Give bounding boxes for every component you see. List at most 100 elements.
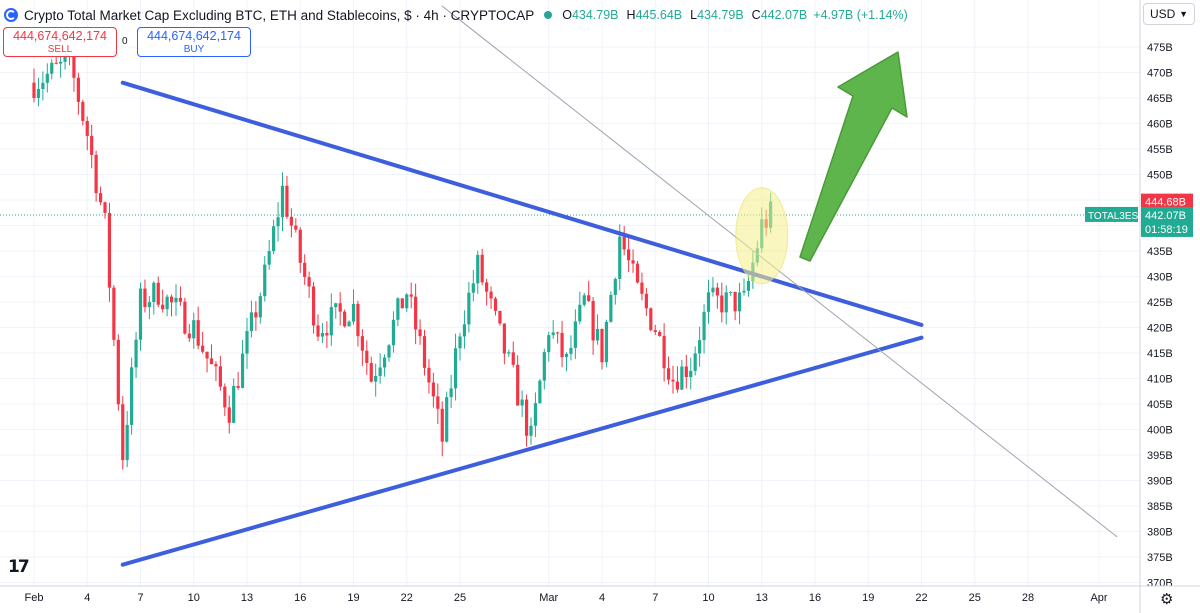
candle — [147, 296, 151, 320]
ohlc-value: 442.07B — [760, 8, 808, 22]
price-tick-label: 420B — [1147, 323, 1173, 335]
symbol-logo-icon — [4, 8, 18, 22]
candle — [32, 68, 36, 103]
candle — [560, 320, 564, 368]
candle-body — [214, 364, 218, 367]
candle — [214, 361, 218, 382]
candle-body — [303, 262, 307, 278]
candlestick-series — [32, 35, 773, 470]
time-tick-label: 16 — [809, 592, 821, 604]
candle-body — [258, 296, 262, 318]
candle-body — [360, 336, 364, 351]
candle-body — [45, 73, 49, 83]
candle — [631, 249, 635, 273]
candle — [138, 282, 143, 351]
gear-icon[interactable]: ⚙ — [1160, 591, 1174, 608]
candle-body — [63, 55, 67, 62]
currency-selector[interactable]: USD ▼ — [1143, 3, 1195, 25]
candle — [85, 116, 89, 151]
breakout-highlight-ellipse — [735, 187, 789, 285]
market-status-icon — [544, 11, 553, 19]
candle-body — [54, 62, 58, 64]
candle-body — [538, 380, 542, 404]
candle-body — [254, 312, 258, 318]
candle-body — [307, 277, 311, 287]
candle-body — [618, 236, 622, 279]
candle — [427, 359, 431, 394]
candle-body — [311, 286, 316, 326]
candle — [649, 307, 653, 332]
candle — [578, 291, 582, 325]
candle-body — [232, 385, 236, 423]
candle-body — [658, 331, 662, 336]
high-price-tag — [1141, 193, 1193, 209]
high-price-label: 444.68B — [1145, 197, 1186, 209]
candle — [698, 326, 702, 367]
candle — [41, 71, 45, 101]
candle-body — [280, 185, 285, 218]
candle-body — [334, 303, 338, 308]
time-tick-label: 13 — [756, 592, 768, 604]
candle-body — [431, 382, 435, 397]
candle-body — [249, 312, 254, 332]
candle — [715, 282, 719, 309]
candle-body — [675, 381, 680, 390]
candle-body — [693, 353, 697, 371]
candle-body — [356, 303, 360, 337]
candle — [218, 355, 222, 391]
candle-body — [289, 216, 293, 226]
candle — [112, 285, 116, 347]
candle — [422, 329, 427, 376]
time-tick-label: Mar — [539, 592, 558, 604]
candle — [440, 401, 444, 457]
candle — [103, 201, 107, 219]
candle-body — [684, 366, 688, 378]
candle — [498, 310, 502, 326]
sell-button[interactable]: 444,674,642,174 SELL — [3, 27, 117, 57]
candle — [240, 339, 245, 389]
candle — [582, 292, 586, 307]
candle — [729, 291, 733, 296]
candle — [374, 363, 378, 397]
candle-body — [520, 399, 524, 406]
candle-body — [711, 287, 715, 293]
candle — [267, 239, 271, 270]
tradingview-logo-icon[interactable]: 17 — [8, 557, 30, 577]
candle-body — [223, 386, 227, 408]
candle-body — [240, 353, 245, 388]
candle — [467, 281, 471, 333]
candle — [223, 383, 227, 417]
buy-button[interactable]: 444,674,642,174 BUY — [137, 27, 251, 57]
candle — [320, 322, 325, 344]
candle — [737, 282, 742, 325]
candle-body — [36, 89, 41, 98]
candle-body — [147, 302, 151, 308]
candle-body — [516, 364, 520, 406]
price-tick-label: 470B — [1147, 68, 1173, 80]
time-tick-label: 13 — [241, 592, 253, 604]
candle-body — [192, 320, 196, 339]
candle-body — [671, 379, 675, 382]
candle-body — [547, 335, 551, 353]
candle-body — [427, 367, 431, 383]
candle — [183, 297, 187, 335]
candle — [524, 394, 529, 447]
candle — [205, 351, 209, 373]
candle — [671, 365, 675, 394]
candle — [94, 150, 98, 202]
buy-price: 444,674,642,174 — [147, 29, 241, 43]
time-tick-label: 19 — [347, 592, 359, 604]
candle — [192, 312, 196, 349]
candle — [254, 301, 258, 331]
spread-value: 0 — [122, 36, 128, 47]
candle — [702, 304, 706, 354]
candle — [666, 356, 671, 385]
candle — [307, 271, 311, 298]
candle-body — [134, 339, 138, 368]
candle-body — [59, 61, 63, 64]
candle — [689, 357, 693, 390]
candle — [431, 372, 435, 408]
candle-body — [76, 77, 80, 102]
candle-body — [218, 366, 222, 387]
